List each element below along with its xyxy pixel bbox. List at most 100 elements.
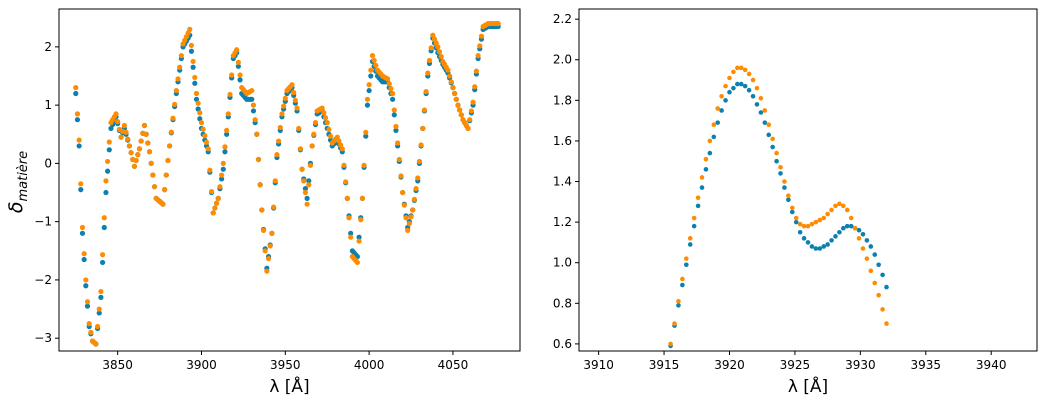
data-point <box>78 187 84 193</box>
data-point <box>384 76 391 82</box>
data-point <box>793 215 799 221</box>
data-point <box>880 307 885 312</box>
data-point <box>195 100 201 106</box>
data-point <box>691 215 697 221</box>
data-point <box>297 146 303 152</box>
data-point <box>778 171 783 176</box>
data-point <box>415 175 421 181</box>
data-point <box>220 166 226 172</box>
data-point <box>76 137 82 143</box>
data-point <box>133 157 139 164</box>
data-point <box>348 230 354 236</box>
data-point <box>373 62 379 68</box>
data-point <box>426 57 433 64</box>
data-point <box>758 110 764 115</box>
data-point <box>282 95 288 101</box>
data-point <box>719 93 724 99</box>
data-point <box>188 42 195 49</box>
data-point <box>225 111 231 117</box>
data-point <box>841 225 846 231</box>
data-point <box>237 72 243 78</box>
data-point <box>695 203 701 209</box>
data-point <box>274 152 280 158</box>
data-point <box>369 53 376 59</box>
data-point <box>723 98 728 103</box>
y-tick-label: 1 <box>44 98 52 112</box>
x-tick-label: 3915 <box>649 358 680 372</box>
data-point <box>473 68 480 74</box>
data-point <box>801 223 807 229</box>
data-point <box>793 219 799 225</box>
data-point <box>450 85 456 91</box>
data-point <box>363 133 369 139</box>
data-point <box>73 85 79 91</box>
data-point <box>735 81 740 87</box>
y-tick-label: 2.2 <box>553 12 572 26</box>
data-point <box>208 188 215 195</box>
data-point <box>420 125 426 132</box>
data-point <box>219 176 225 182</box>
data-point <box>270 204 277 210</box>
data-point <box>327 133 334 139</box>
data-point <box>106 139 112 145</box>
data-point <box>735 65 740 71</box>
data-point <box>457 107 463 113</box>
data-point <box>88 329 94 335</box>
data-point <box>289 82 295 88</box>
data-point <box>108 125 114 132</box>
data-point <box>121 122 127 129</box>
data-point <box>200 126 206 132</box>
data-point <box>868 268 874 274</box>
data-point <box>281 103 287 109</box>
data-point <box>868 244 874 249</box>
data-point <box>774 158 779 164</box>
data-point <box>719 108 724 113</box>
data-point <box>276 138 282 144</box>
data-point <box>790 205 795 211</box>
y-tick-label: −2 <box>34 273 52 287</box>
data-point <box>848 223 854 229</box>
data-point <box>259 207 265 213</box>
data-point <box>255 156 262 163</box>
data-point <box>177 64 183 70</box>
data-point <box>74 117 81 123</box>
data-point <box>742 67 748 73</box>
data-point <box>291 89 297 96</box>
data-point <box>84 303 91 309</box>
y-tick-label: 1.0 <box>553 256 572 270</box>
data-point <box>205 146 211 152</box>
data-point <box>363 129 369 135</box>
data-point <box>272 178 278 184</box>
data-point <box>391 107 397 113</box>
data-point <box>306 178 312 184</box>
data-point <box>81 256 87 263</box>
data-point <box>358 217 364 223</box>
data-point <box>829 207 834 213</box>
data-point <box>79 230 86 236</box>
data-point <box>680 282 685 288</box>
plot-frame <box>578 8 1038 352</box>
data-point <box>684 256 689 261</box>
data-point <box>260 227 267 233</box>
data-point <box>786 197 791 203</box>
data-point <box>229 72 235 78</box>
data-point <box>416 158 423 165</box>
data-point <box>475 53 481 59</box>
data-point <box>224 131 230 137</box>
data-point <box>83 283 89 289</box>
data-point <box>198 120 205 126</box>
data-point <box>227 91 233 98</box>
data-point <box>758 96 764 101</box>
data-point <box>750 93 756 99</box>
data-point <box>430 32 436 38</box>
data-point <box>817 246 823 251</box>
y-tick-label: 1.4 <box>553 175 572 189</box>
data-point <box>676 303 681 308</box>
data-point <box>126 143 133 149</box>
y-tick-label: 0.8 <box>553 296 572 310</box>
data-point <box>162 187 168 193</box>
data-point <box>98 294 104 300</box>
data-point <box>774 150 779 156</box>
data-point <box>361 162 367 168</box>
data-point <box>192 74 198 81</box>
